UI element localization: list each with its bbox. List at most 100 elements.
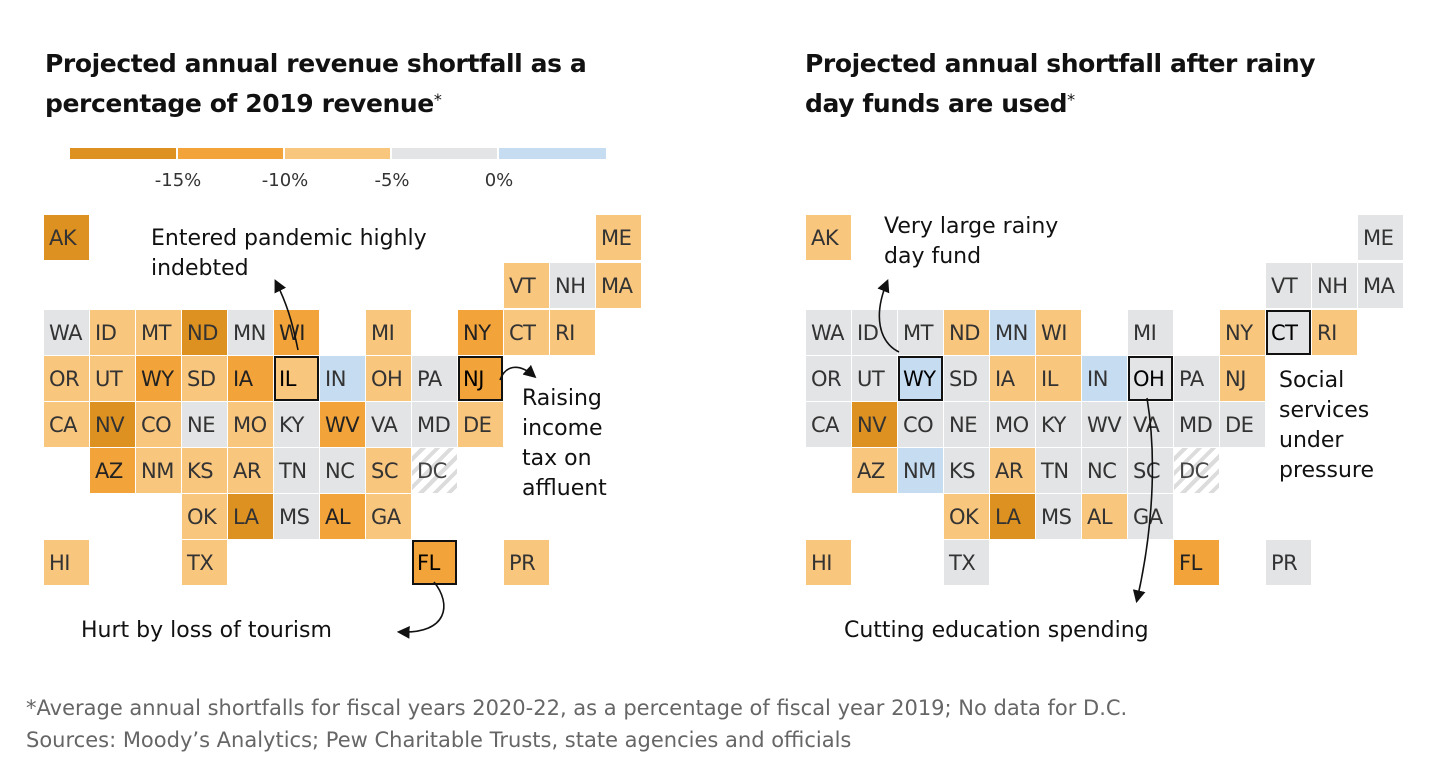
state-tile-md: MD (412, 402, 457, 447)
annotation-line: indebted (151, 256, 249, 281)
state-tile-fl: FL (412, 540, 457, 585)
annotation-line: Social (1279, 368, 1345, 393)
state-tile-ar: AR (228, 448, 273, 493)
state-tile-ok: OK (944, 494, 989, 539)
revenue-shortfall-panel: Projected annual revenue shortfall as a … (0, 0, 719, 660)
state-tile-ok: OK (182, 494, 227, 539)
legend-label: -15% (154, 170, 202, 191)
state-tile-in: IN (320, 356, 365, 401)
state-tile-mn: MN (990, 310, 1035, 355)
annotation-line: day fund (884, 244, 982, 269)
state-tile-wv: WV (320, 402, 365, 447)
state-tile-nm: NM (898, 448, 943, 493)
annotation-line: Raising (522, 386, 602, 411)
state-tile-nd: ND (182, 310, 227, 355)
state-tile-nh: NH (1312, 263, 1357, 308)
state-tile-tn: TN (1036, 448, 1081, 493)
state-tile-ri: RI (550, 310, 595, 355)
annotation-line: income (522, 416, 603, 441)
annotation-line: Cutting education spending (844, 618, 1149, 643)
state-tile-vt: VT (1266, 263, 1311, 308)
state-tile-mo: MO (228, 402, 273, 447)
state-tile-hi: HI (44, 540, 89, 585)
state-tile-la: LA (228, 494, 273, 539)
state-tile-ny: NY (458, 310, 503, 355)
annotation-line: affluent (522, 476, 607, 501)
state-tile-ma: MA (1358, 263, 1403, 308)
legend-swatch-1 (70, 148, 176, 159)
state-tile-ky: KY (274, 402, 319, 447)
state-tile-nm: NM (136, 448, 181, 493)
state-tile-ks: KS (182, 448, 227, 493)
state-tile-co: CO (136, 402, 181, 447)
state-tile-id: ID (852, 310, 897, 355)
state-tile-ga: GA (1128, 494, 1173, 539)
state-tile-de: DE (458, 402, 503, 447)
legend-swatch-5 (499, 148, 606, 159)
state-tile-ne: NE (944, 402, 989, 447)
annotation-line: services (1279, 398, 1370, 423)
state-tile-ne: NE (182, 402, 227, 447)
state-tile-nc: NC (1082, 448, 1127, 493)
state-tile-nv: NV (852, 402, 897, 447)
annotation-line: under (1279, 428, 1344, 453)
state-tile-dc: DC (1174, 448, 1219, 493)
state-tile-wa: WA (44, 310, 89, 355)
state-tile-de: DE (1220, 402, 1265, 447)
state-tile-ar: AR (990, 448, 1035, 493)
footnote-mark: * (1067, 90, 1075, 109)
state-tile-ia: IA (990, 356, 1035, 401)
state-tile-wy: WY (898, 356, 943, 401)
state-tile-nj: NJ (458, 356, 503, 401)
after-rainy-day-panel: Projected annual shortfall after rainy d… (719, 0, 1438, 660)
state-tile-co: CO (898, 402, 943, 447)
state-tile-dc: DC (412, 448, 457, 493)
sources-text: Sources: Moody’s Analytics; Pew Charitab… (26, 728, 852, 752)
state-tile-nd: ND (944, 310, 989, 355)
state-tile-va: VA (1128, 402, 1173, 447)
panel-title: Projected annual revenue shortfall as a … (45, 44, 605, 124)
state-tile-wi: WI (274, 310, 319, 355)
color-legend: -15% -10% -5% 0% (70, 148, 610, 198)
annotation-line: tax on (522, 446, 592, 471)
state-tile-sd: SD (182, 356, 227, 401)
state-tile-ca: CA (806, 402, 851, 447)
state-tile-mt: MT (136, 310, 181, 355)
state-tile-ct: CT (504, 310, 549, 355)
footnote: *Average annual shortfalls for fiscal ye… (26, 692, 1127, 756)
state-tile-az: AZ (852, 448, 897, 493)
state-tile-tx: TX (182, 540, 227, 585)
state-tile-ca: CA (44, 402, 89, 447)
state-tile-ny: NY (1220, 310, 1265, 355)
state-tile-ct: CT (1266, 310, 1311, 355)
state-tile-ia: IA (228, 356, 273, 401)
state-tile-mi: MI (366, 310, 411, 355)
state-tile-ut: UT (852, 356, 897, 401)
state-tile-wy: WY (136, 356, 181, 401)
annotation-line: Entered pandemic highly (151, 226, 427, 251)
state-tile-ak: AK (806, 215, 851, 260)
state-tile-ga: GA (366, 494, 411, 539)
state-tile-fl: FL (1174, 540, 1219, 585)
annotation-line: Hurt by loss of tourism (81, 618, 332, 643)
panel-title: Projected annual shortfall after rainy d… (805, 44, 1365, 124)
state-tile-ri: RI (1312, 310, 1357, 355)
state-tile-wa: WA (806, 310, 851, 355)
state-tile-ak: AK (44, 215, 89, 260)
state-tile-ma: MA (596, 263, 641, 308)
state-tile-or: OR (44, 356, 89, 401)
state-tile-mi: MI (1128, 310, 1173, 355)
state-tile-mo: MO (990, 402, 1035, 447)
state-tile-vt: VT (504, 263, 549, 308)
state-tile-or: OR (806, 356, 851, 401)
state-tile-pr: PR (504, 540, 549, 585)
annotation-education: Cutting education spending (844, 616, 1149, 646)
state-tile-tx: TX (944, 540, 989, 585)
state-tile-id: ID (90, 310, 135, 355)
panel-title-text: Projected annual revenue shortfall as a … (45, 49, 587, 118)
state-tile-oh: OH (1128, 356, 1173, 401)
annotation-line: pressure (1279, 458, 1375, 483)
state-tile-nj: NJ (1220, 356, 1265, 401)
state-tile-in: IN (1082, 356, 1127, 401)
annotation-line: Very large rainy (884, 214, 1059, 239)
